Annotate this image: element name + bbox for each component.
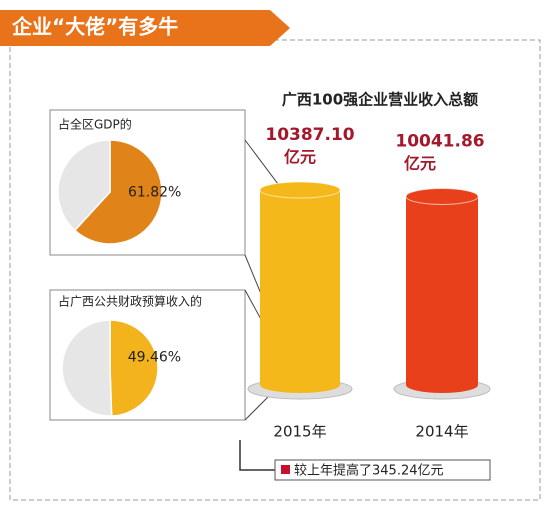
pie-slice <box>73 139 163 245</box>
pie-slice <box>61 319 113 417</box>
header-band <box>0 10 290 46</box>
data-label: 61.82% <box>128 184 181 200</box>
header-title: 企业“大佬”有多牛 <box>11 15 178 39</box>
chart-title: 广西100强企业营业收入总额 <box>282 91 478 109</box>
cylinder-top <box>405 187 479 205</box>
data-unit: 亿元 <box>404 154 436 173</box>
pie-slice <box>57 139 111 232</box>
note-marker <box>281 465 290 474</box>
connector <box>244 394 271 421</box>
x-tick-label: 2015年 <box>273 423 326 441</box>
note: 较上年提高了345.24亿元 <box>294 463 444 479</box>
bracket <box>239 440 275 471</box>
pie-title: 占全区GDP的 <box>58 117 132 132</box>
data-label: 49.46% <box>128 350 181 366</box>
cylinder-top <box>259 181 341 199</box>
data-label: 10387.10 <box>265 125 354 145</box>
cylinder-bottom <box>406 377 478 393</box>
pie-title: 占广西公共财政预算收入的 <box>58 294 202 309</box>
bar <box>260 190 340 385</box>
bar <box>406 196 478 385</box>
cylinder-bottom <box>260 377 340 393</box>
data-unit: 亿元 <box>284 148 316 167</box>
pie-slice <box>109 319 159 417</box>
data-label: 10041.86 <box>395 131 484 151</box>
note-box <box>274 459 491 481</box>
x-tick-label: 2014年 <box>415 423 468 441</box>
